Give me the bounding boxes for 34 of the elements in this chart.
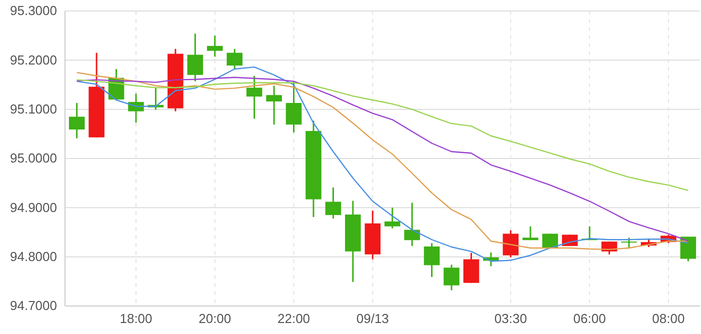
candlestick (128, 92, 144, 124)
y-tick-label: 94.7000 (10, 298, 57, 314)
y-tick-label: 94.9000 (10, 200, 57, 215)
candlestick (502, 230, 519, 258)
candlestick (206, 34, 223, 58)
y-tick-label: 95.0000 (10, 150, 57, 166)
candlestick (522, 226, 538, 241)
candlestick (384, 206, 400, 230)
candlestick (325, 186, 342, 220)
candlestick (404, 202, 420, 247)
y-tick-label: 95.1000 (10, 101, 57, 116)
candlestick (542, 232, 558, 249)
x-tick-label: 20:00 (198, 311, 232, 326)
x-tick-label: 03:30 (494, 311, 527, 326)
x-tick-label: 09/13 (356, 311, 389, 326)
candlestick (444, 264, 460, 292)
x-tick-label: 08:00 (652, 311, 685, 326)
candlestick (187, 32, 204, 82)
y-tick-label: 94.8000 (10, 248, 57, 264)
candlestick (424, 242, 440, 278)
candlestick (266, 84, 282, 126)
candlestick (226, 48, 242, 70)
y-tick-label: 95.3000 (10, 3, 57, 18)
y-tick-label: 95.2000 (10, 52, 57, 68)
x-tick-label: 18:00 (120, 311, 152, 326)
x-tick-label: 22:00 (277, 311, 310, 326)
candlestick (246, 75, 262, 120)
candlestick (621, 236, 637, 249)
line-series (76, 79, 689, 192)
candlestick (463, 252, 480, 284)
candlestick (68, 102, 85, 140)
x-tick-label: 06:00 (573, 311, 606, 326)
candlestick (680, 236, 696, 262)
candlestick (286, 80, 302, 134)
